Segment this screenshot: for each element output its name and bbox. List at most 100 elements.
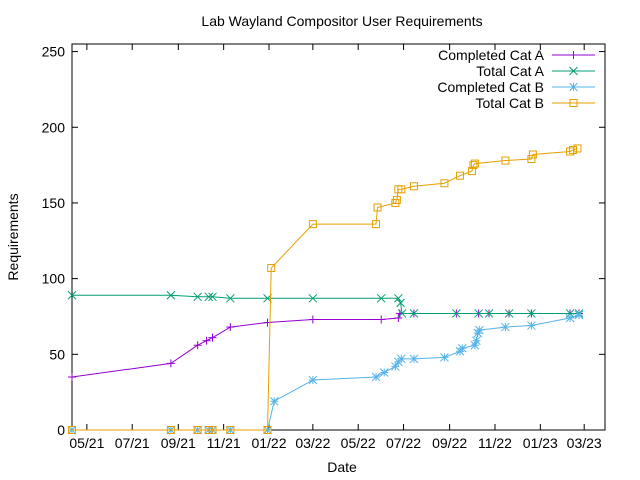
x-tick-label: 03/22 (295, 435, 330, 451)
marker-stroke (225, 293, 235, 303)
marker-stroke (308, 293, 318, 303)
marker-stroke (569, 145, 578, 154)
marker-stroke (527, 155, 536, 164)
data-point-completed-cat-a (193, 341, 202, 350)
marker-stroke (470, 159, 479, 168)
marker-stroke (501, 156, 510, 165)
data-point-total-cat-b (263, 426, 272, 434)
data-point-total-cat-b (573, 144, 582, 153)
legend-marker-sample (569, 66, 578, 76)
data-point-total-cat-a (451, 309, 461, 318)
data-point-total-cat-b (527, 155, 536, 164)
data-point-total-cat-b (267, 264, 276, 273)
data-point-total-cat-b (467, 167, 476, 176)
marker-stroke (208, 426, 217, 434)
marker-stroke (226, 426, 235, 434)
data-point-completed-cat-b (574, 310, 584, 320)
data-point-completed-cat-b (409, 354, 419, 364)
marker-stroke (67, 290, 77, 300)
marker-stroke (409, 354, 419, 364)
legend-label: Total Cat B (476, 95, 544, 111)
data-point-total-cat-b (208, 426, 217, 434)
data-point-total-cat-b (501, 156, 510, 165)
marker-stroke (574, 310, 584, 320)
marker-stroke (569, 99, 578, 107)
marker-stroke (474, 309, 483, 318)
data-point-total-cat-b (68, 426, 76, 434)
legend-label: Total Cat A (476, 63, 544, 79)
data-point-total-cat-a (166, 290, 176, 300)
marker-stroke (472, 336, 481, 346)
marker-stroke (267, 264, 276, 273)
y-axis-ticks: 0 50 100 150 200 250 (42, 44, 605, 438)
data-point-completed-cat-b (475, 325, 484, 335)
marker-stroke (193, 292, 202, 302)
data-point-total-cat-a (67, 290, 77, 300)
marker-stroke (451, 309, 461, 318)
data-point-total-cat-b (193, 426, 202, 434)
data-point-completed-cat-a (68, 373, 76, 382)
data-point-completed-cat-b (527, 321, 536, 330)
marker-stroke (396, 298, 405, 308)
data-point-total-cat-b (469, 161, 478, 170)
marker-stroke (308, 220, 317, 229)
marker-stroke (573, 144, 582, 153)
data-point-total-cat-a (474, 309, 483, 318)
data-point-total-cat-a (376, 293, 386, 303)
marker-stroke (484, 309, 494, 318)
data-point-total-cat-a (504, 309, 514, 318)
data-point-completed-cat-b (457, 343, 467, 353)
marker-stroke (527, 309, 536, 318)
data-point-total-cat-a (565, 309, 575, 318)
data-point-completed-cat-a (308, 315, 317, 324)
data-point-completed-cat-a (394, 313, 403, 322)
marker-stroke (393, 293, 403, 303)
x-tick-label: 01/22 (251, 435, 286, 451)
marker-stroke (440, 179, 449, 188)
marker-stroke (68, 426, 76, 434)
plot-frame (71, 43, 606, 431)
data-point-total-cat-b (308, 220, 317, 229)
marker-stroke (371, 372, 381, 382)
data-point-total-cat-a (397, 309, 407, 318)
legend-item-total-cat-b: Total Cat B (476, 95, 595, 111)
data-point-total-cat-a (396, 298, 405, 308)
data-point-total-cat-a (308, 293, 318, 303)
legend-item-total-cat-a: Total Cat A (476, 63, 595, 79)
y-tick-label: 100 (42, 271, 66, 287)
x-axis-ticks: 05/21 07/21 09/21 11/21 01/22 03/22 05/22 07/22… (69, 44, 602, 451)
data-point-total-cat-b (409, 182, 418, 191)
data-point-total-cat-b (470, 159, 479, 168)
marker-stroke (469, 161, 478, 170)
data-point-total-cat-b (392, 195, 401, 204)
data-point-total-cat-b (166, 426, 175, 434)
data-point-completed-cat-b (565, 313, 575, 323)
x-tick-label: 07/21 (115, 435, 150, 451)
marker-stroke (397, 309, 407, 318)
legend-marker-sample (569, 99, 578, 107)
marker-stroke (475, 325, 484, 335)
legend-item-completed-cat-a: Completed Cat A (438, 47, 595, 63)
data-point-completed-cat-b (440, 352, 449, 362)
data-point-total-cat-a (393, 293, 403, 303)
marker-stroke (565, 313, 575, 323)
data-point-total-cat-b (440, 179, 449, 188)
data-point-completed-cat-a (226, 323, 235, 332)
data-point-total-cat-a (208, 292, 217, 302)
y-tick-label: 150 (42, 195, 66, 211)
marker-stroke (166, 290, 176, 300)
y-tick-label: 0 (57, 422, 65, 438)
marker-stroke (372, 220, 381, 229)
legend-label: Completed Cat A (438, 47, 544, 63)
data-point-completed-cat-b (371, 372, 381, 382)
marker-stroke (467, 167, 476, 176)
data-point-total-cat-b (397, 185, 406, 194)
x-tick-label: 07/22 (386, 435, 421, 451)
marker-stroke (308, 375, 318, 385)
data-point-completed-cat-a (166, 359, 175, 368)
x-tick-label: 05/22 (341, 435, 376, 451)
data-point-completed-cat-a (377, 315, 386, 324)
data-point-completed-cat-b (379, 368, 389, 377)
data-point-total-cat-b (456, 171, 465, 180)
